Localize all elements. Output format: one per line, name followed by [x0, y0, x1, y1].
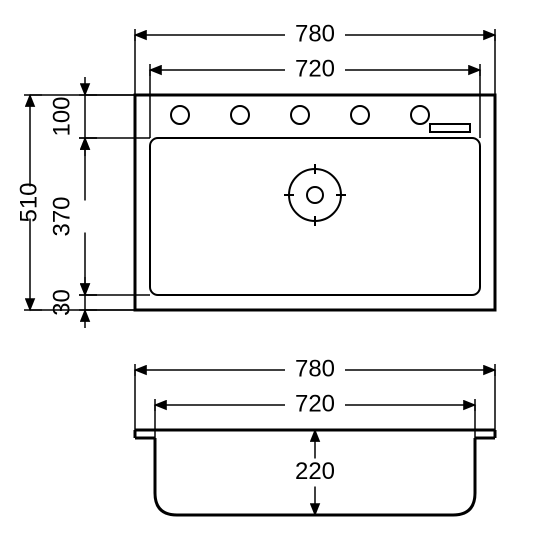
faucet-hole-0: [171, 106, 189, 124]
faucet-hole-4: [411, 106, 429, 124]
dimension-drawing: 780 720 780 720 220 510 100 370 30: [0, 0, 550, 550]
drain-inner: [307, 187, 323, 203]
dim-label: 30: [48, 289, 75, 316]
dim-label: 720: [295, 390, 335, 417]
dim-label: 510: [15, 182, 42, 222]
drain-outer: [289, 169, 341, 221]
dim-label: 100: [48, 96, 75, 136]
overflow-slot: [430, 124, 470, 132]
dim-label: 370: [48, 196, 75, 236]
faucet-hole-1: [231, 106, 249, 124]
dim-label: 220: [295, 458, 335, 485]
dim-label: 780: [295, 20, 335, 47]
faucet-hole-2: [291, 106, 309, 124]
dim-label: 720: [295, 55, 335, 82]
faucet-hole-3: [351, 106, 369, 124]
dim-label: 780: [295, 355, 335, 382]
